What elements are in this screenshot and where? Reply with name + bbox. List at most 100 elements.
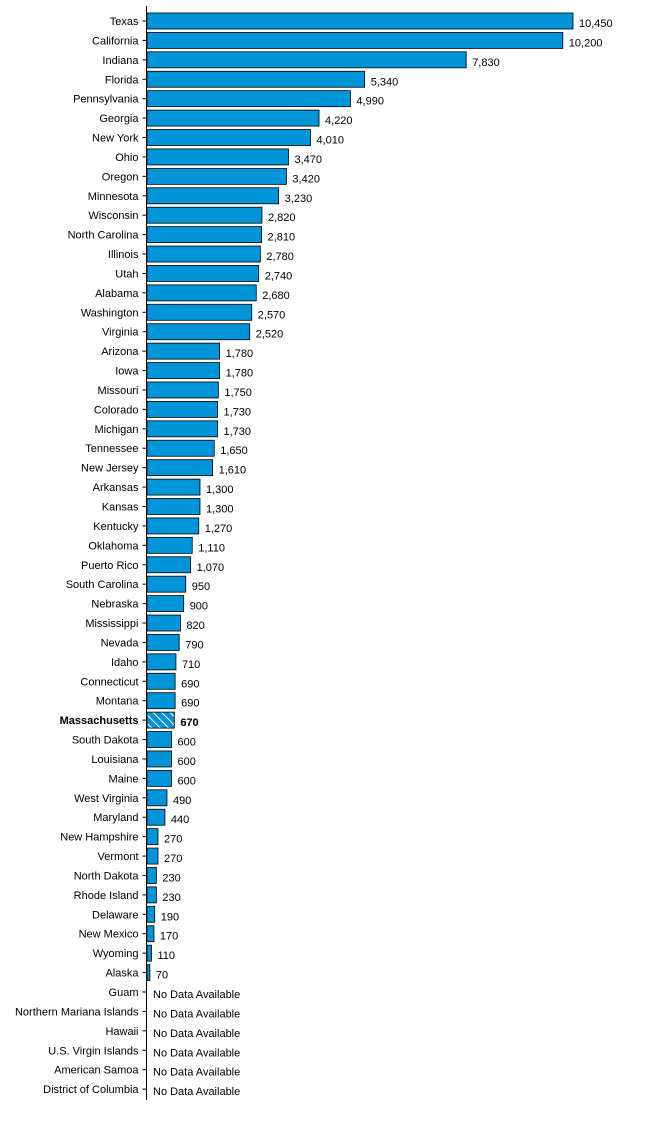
value-label-virginia: 2,520 xyxy=(256,329,284,341)
bar-michigan xyxy=(146,420,218,438)
bar-maryland xyxy=(146,808,166,826)
value-label-oregon: 3,420 xyxy=(292,173,320,185)
value-label-oklahoma: 1,110 xyxy=(198,542,225,554)
value-label-northern-mariana-islands: No Data Available xyxy=(153,1008,240,1020)
category-label-indiana: Indiana xyxy=(102,55,139,67)
category-label-south-dakota: South Dakota xyxy=(72,735,140,747)
category-label-west-virginia: West Virginia xyxy=(74,793,139,805)
value-label-alabama: 2,680 xyxy=(262,290,290,302)
value-label-south-dakota: 600 xyxy=(177,737,195,749)
bar-montana xyxy=(146,692,176,710)
bar-pennsylvania xyxy=(146,90,351,108)
value-label-north-dakota: 230 xyxy=(162,872,180,884)
category-label-utah: Utah xyxy=(115,268,138,280)
bar-indiana xyxy=(146,51,467,69)
category-label-wyoming: Wyoming xyxy=(93,948,139,960)
bar-nebraska xyxy=(146,595,185,612)
bar-wyoming xyxy=(146,944,152,962)
bar-colorado xyxy=(146,400,218,418)
bar-new-jersey xyxy=(146,459,214,477)
value-label-tennessee: 1,650 xyxy=(220,445,248,457)
bar-west-virginia xyxy=(146,789,168,807)
value-label-mississippi: 820 xyxy=(186,620,204,632)
category-label-washington: Washington xyxy=(81,307,139,319)
value-label-vermont: 270 xyxy=(164,853,182,865)
value-label-michigan: 1,730 xyxy=(224,426,252,438)
value-label-utah: 2,740 xyxy=(265,270,293,282)
bar-minnesota xyxy=(146,187,280,205)
bar-new-mexico xyxy=(146,925,155,943)
value-label-kansas: 1,300 xyxy=(206,504,234,516)
category-label-guam: Guam xyxy=(109,987,139,999)
value-label-arizona: 1,780 xyxy=(226,348,254,360)
bar-alabama xyxy=(146,284,257,302)
bar-new-hampshire xyxy=(146,828,159,846)
value-label-texas: 10,450 xyxy=(579,18,613,30)
bar-california xyxy=(146,32,564,49)
bar-utah xyxy=(146,265,260,282)
bar-connecticut xyxy=(146,672,176,690)
value-label-ohio: 3,470 xyxy=(294,154,322,166)
value-label-nevada: 790 xyxy=(185,639,203,651)
value-label-new-jersey: 1,610 xyxy=(219,465,247,477)
value-label-massachusetts: 670 xyxy=(180,717,198,729)
category-label-north-dakota: North Dakota xyxy=(74,870,140,882)
bar-maine xyxy=(146,769,172,787)
bar-wisconsin xyxy=(146,206,263,224)
category-label-maryland: Maryland xyxy=(93,812,138,824)
value-label-nebraska: 900 xyxy=(190,601,208,613)
category-label-nevada: Nevada xyxy=(101,637,140,649)
category-label-new-hampshire: New Hampshire xyxy=(60,832,138,844)
value-label-louisiana: 600 xyxy=(177,756,195,768)
bar-arizona xyxy=(146,342,220,360)
value-label-connecticut: 690 xyxy=(181,678,199,690)
category-label-florida: Florida xyxy=(105,74,140,86)
value-label-north-carolina: 2,810 xyxy=(268,232,296,244)
bar-nevada xyxy=(146,634,180,651)
value-label-u-s-virgin-islands: No Data Available xyxy=(153,1047,240,1059)
bar-north-dakota xyxy=(146,867,157,884)
value-label-west-virginia: 490 xyxy=(173,795,191,807)
category-label-rhode-island: Rhode Island xyxy=(74,890,139,902)
value-label-delaware: 190 xyxy=(161,911,179,923)
category-label-maine: Maine xyxy=(109,773,139,785)
value-label-florida: 5,340 xyxy=(371,76,399,88)
category-label-mississippi: Mississippi xyxy=(85,618,138,630)
value-label-colorado: 1,730 xyxy=(224,406,252,418)
category-label-georgia: Georgia xyxy=(99,113,139,125)
value-label-georgia: 4,220 xyxy=(325,115,353,127)
category-label-new-jersey: New Jersey xyxy=(81,463,139,475)
category-label-texas: Texas xyxy=(110,16,139,28)
value-label-puerto-rico: 1,070 xyxy=(197,562,225,574)
bar-new-york xyxy=(146,129,311,146)
bar-rows: Texas 10,450 California 10,200 Indiana 7,830 F… xyxy=(15,12,613,1098)
value-label-iowa: 1,780 xyxy=(226,368,254,380)
bar-kentucky xyxy=(146,517,200,535)
bar-georgia xyxy=(146,109,320,127)
bar-south-dakota xyxy=(146,731,172,748)
category-label-alabama: Alabama xyxy=(95,288,139,300)
bar-illinois xyxy=(146,245,261,263)
bar-virginia xyxy=(146,323,251,341)
bar-kansas xyxy=(146,498,201,515)
value-label-wyoming: 110 xyxy=(157,950,175,962)
category-label-colorado: Colorado xyxy=(94,404,139,416)
category-label-michigan: Michigan xyxy=(94,424,138,436)
category-label-tennessee: Tennessee xyxy=(85,443,138,455)
bar-texas xyxy=(146,12,574,30)
category-label-iowa: Iowa xyxy=(115,366,139,378)
category-label-nebraska: Nebraska xyxy=(91,599,139,611)
category-label-puerto-rico: Puerto Rico xyxy=(81,560,138,572)
category-label-district-of-columbia: District of Columbia xyxy=(43,1084,139,1096)
bar-florida xyxy=(146,70,366,88)
category-label-massachusetts: Massachusetts xyxy=(60,715,139,727)
category-label-oklahoma: Oklahoma xyxy=(88,540,139,552)
category-label-hawaii: Hawaii xyxy=(105,1026,138,1038)
value-label-hawaii: No Data Available xyxy=(153,1028,240,1040)
value-label-missouri: 1,750 xyxy=(224,387,252,399)
value-label-idaho: 710 xyxy=(182,659,200,671)
value-label-maryland: 440 xyxy=(171,814,189,826)
value-label-maine: 600 xyxy=(177,775,195,787)
value-label-american-samoa: No Data Available xyxy=(153,1067,240,1079)
